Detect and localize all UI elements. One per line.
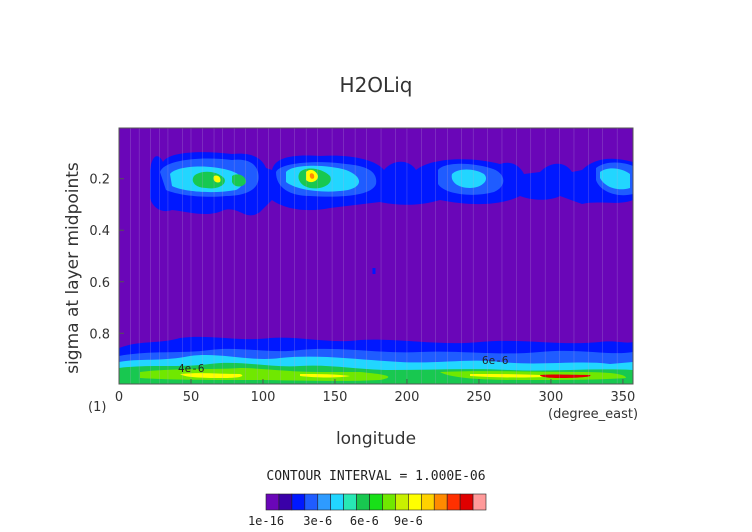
contour-label-2: 6e-6: [482, 354, 509, 367]
x-tick-label: 300: [539, 390, 564, 405]
y-units-label: (1): [88, 400, 106, 415]
upper-band-level-2: [160, 158, 633, 197]
x-units-label: (degree_east): [548, 407, 638, 422]
y-axis-label: sigma at layer midpoints: [63, 162, 83, 374]
colorbar-swatch: [472, 493, 487, 511]
x-tick-label: 350: [611, 390, 636, 405]
colorbar-tick-label: 6e-6: [350, 514, 379, 528]
colorbar: 1e-16 3e-6 6e-6 9e-6: [248, 493, 487, 528]
x-axis: 0 50 100 150 200 250 300 350: [115, 379, 635, 405]
y-tick-label: 0.2: [89, 173, 110, 188]
plot-frame: [118, 127, 634, 385]
x-axis-label: longitude: [336, 429, 416, 449]
contour-interval-text: CONTOUR INTERVAL = 1.000E-06: [266, 469, 485, 484]
lower-band-level-5: [140, 368, 626, 381]
x-tick-label: 250: [467, 390, 492, 405]
colorbar-swatch: [304, 493, 319, 511]
x-tick-label: 0: [115, 390, 123, 405]
colorbar-swatch: [369, 493, 383, 511]
y-axis: 0.2 0.4 0.6 0.8: [89, 173, 124, 342]
colorbar-swatch: [446, 493, 461, 511]
colorbar-swatch: [317, 493, 332, 511]
colorbar-tick-label: 1e-16: [248, 514, 284, 528]
upper-cloud-band: [150, 152, 633, 216]
colorbar-swatch: [265, 493, 280, 511]
colorbar-swatch: [382, 493, 396, 511]
colorbar-tick-label: 9e-6: [394, 514, 423, 528]
colorbar-swatch: [420, 493, 435, 511]
x-tick-label: 200: [395, 390, 420, 405]
lower-band-level-6: [180, 373, 560, 378]
colorbar-swatch: [278, 493, 293, 511]
upper-band-level-4: [192, 168, 331, 189]
contour-label-1: 4e-6: [178, 362, 205, 375]
y-tick-label: 0.4: [89, 224, 110, 239]
vertical-grid-lines: [130, 128, 618, 384]
chart-title: H2OLiq: [340, 73, 413, 97]
upper-band-peak: [309, 173, 315, 179]
lower-cloud-band: [119, 336, 633, 384]
colorbar-swatch: [433, 493, 448, 511]
x-tick-label: 150: [323, 390, 348, 405]
colorbar-swatch: [330, 493, 344, 511]
plot-area: [119, 128, 633, 384]
lower-band-peak: [540, 374, 591, 378]
colorbar-tick-label: 3e-6: [303, 514, 332, 528]
x-tick-label: 100: [251, 390, 276, 405]
upper-band-level-3: [170, 165, 630, 193]
colorbar-swatch: [408, 493, 422, 511]
upper-band-level-5: [213, 169, 318, 183]
y-tick-label: 0.8: [89, 327, 110, 342]
colorbar-swatch: [459, 493, 474, 511]
upper-band-level-1: [150, 152, 633, 216]
x-tick-label: 50: [183, 390, 200, 405]
colorbar-swatch: [395, 493, 409, 511]
colorbar-swatch: [343, 493, 357, 511]
colorbar-swatch: [356, 493, 370, 511]
y-tick-label: 0.6: [89, 276, 110, 291]
colorbar-swatch: [291, 493, 306, 511]
